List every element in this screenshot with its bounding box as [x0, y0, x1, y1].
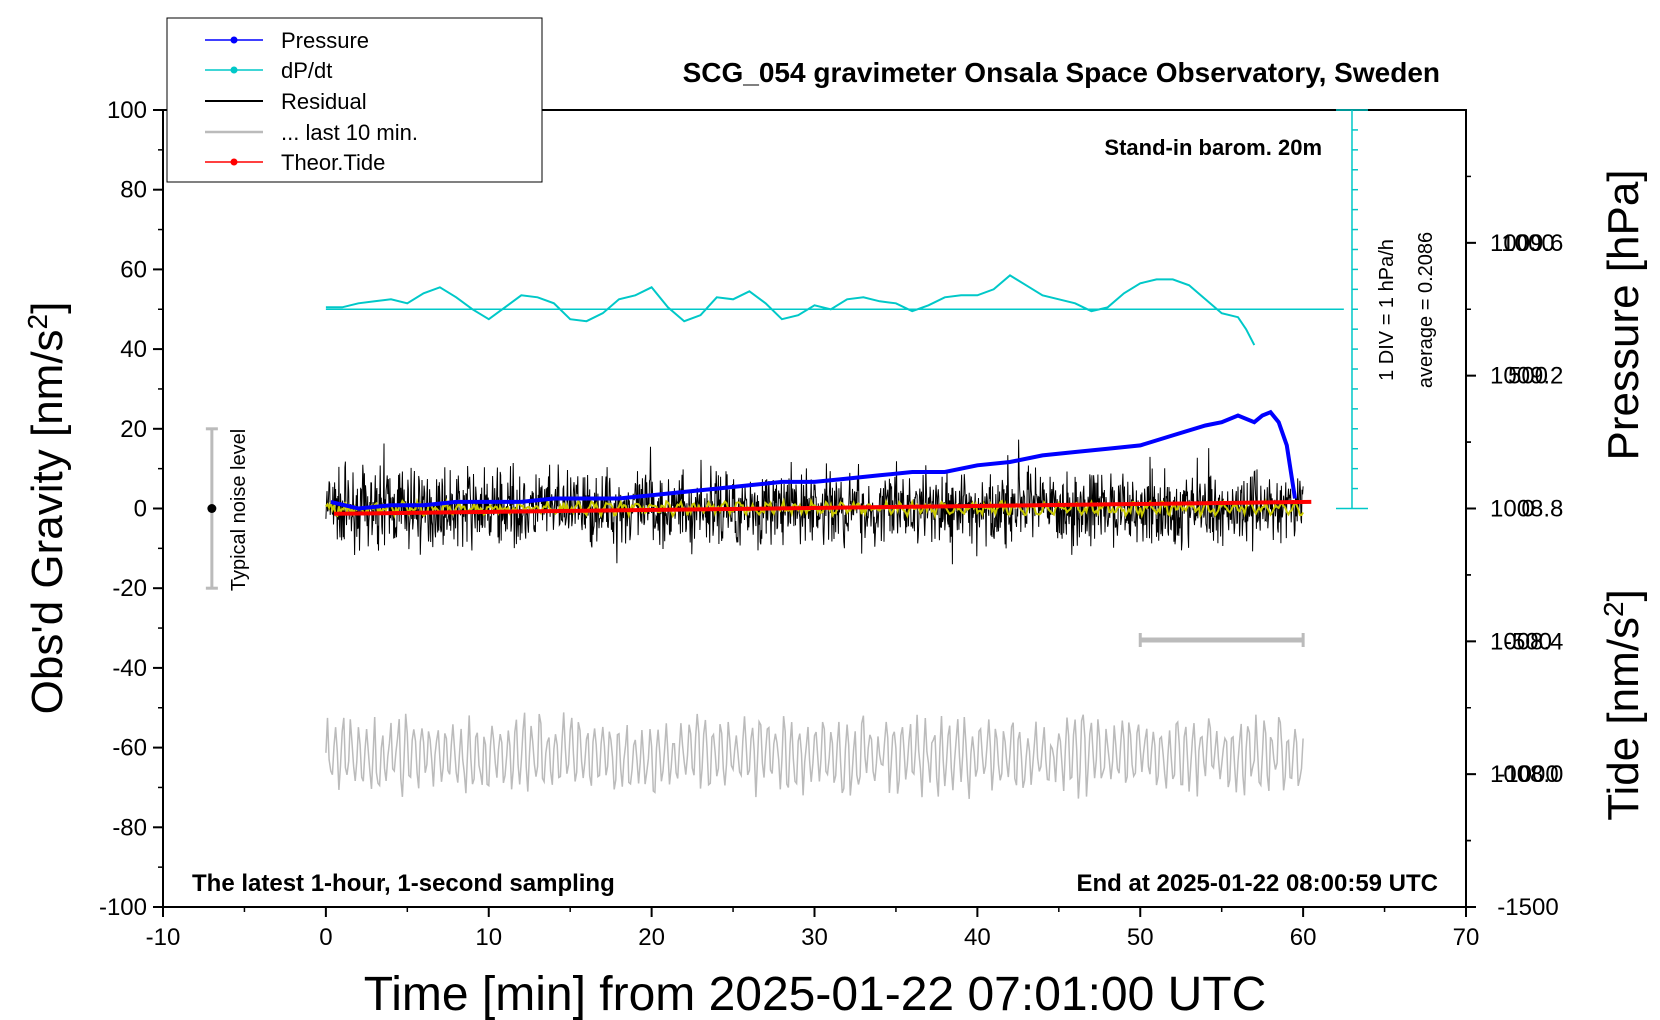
y-tick-label: 100 [107, 97, 147, 124]
x-tick-label: 50 [1127, 924, 1154, 951]
last-10-min-bracket [1138, 633, 1305, 648]
y-tick-label: -100 [99, 894, 147, 921]
legend-label-residual: Residual [281, 89, 367, 114]
tide-tick-label: 1000 [1501, 230, 1554, 257]
noise-bar-center [207, 504, 217, 513]
tide-tick-label: -1500 [1497, 894, 1558, 921]
tide-axis-label-sup: 2 [1598, 601, 1629, 617]
legend-label-last10: ... last 10 min. [281, 120, 418, 145]
y-axis-left: 100 80 60 40 20 0 -20 -40 -60 -80 -100 [99, 97, 163, 921]
legend-label-tide: Theor.Tide [281, 150, 385, 175]
tide-tick-label: 0 [1521, 496, 1534, 523]
y-axis-label-left: Obs'd Gravity [nm/s2] [22, 302, 73, 715]
x-axis: -10 0 10 20 30 40 50 60 70 [146, 907, 1480, 951]
tide-tick-label: 500 [1508, 363, 1548, 390]
legend: Pressure dP/dt Residual ... last 10 min.… [166, 17, 543, 183]
average-note: average = 0.2086 [1415, 232, 1437, 388]
end-note: End at 2025-01-22 08:00:59 UTC [1077, 870, 1439, 897]
legend-label-pressure: Pressure [281, 28, 369, 53]
y-tick-label: 60 [120, 256, 147, 283]
y-tick-label: -20 [112, 575, 147, 602]
pressure-tick-label: 1009.6 [1490, 230, 1563, 257]
noise-label: Typical noise level [228, 429, 250, 591]
dpdt-line [325, 274, 1256, 346]
y-tick-label: 40 [120, 336, 147, 363]
y-tick-label: 20 [120, 416, 147, 443]
pressure-tick-label: 1008.0 [1490, 761, 1563, 788]
pressure-tick-label: 1009.2 [1490, 363, 1563, 390]
x-axis-label: Time [min] from 2025-01-22 07:01:00 UTC [364, 968, 1267, 1020]
pressure-axis-label: Pressure [hPa] [1599, 169, 1648, 460]
y-tick-label: -40 [112, 655, 147, 682]
legend-marker-pressure [230, 36, 238, 44]
x-tick-label: 40 [964, 924, 991, 951]
pressure-line [330, 409, 1297, 511]
div-note: 1 DIV = 1 hPa/h [1376, 239, 1398, 381]
pressure-tick-label: 1008.4 [1490, 628, 1563, 655]
y-tick-label: 80 [120, 177, 147, 204]
dpdt-scale [1335, 109, 1368, 510]
x-tick-label: 70 [1453, 924, 1480, 951]
y-axis-label-left-sup: 2 [22, 314, 53, 330]
tide-axis-label-end: ] [1599, 589, 1648, 601]
x-tick-label: 60 [1290, 924, 1317, 951]
stand-in-note: Stand-in barom. 20m [1104, 135, 1322, 160]
tide-axis-label-text: Tide [nm/s [1599, 617, 1648, 821]
y-axis-label-left-end: ] [23, 302, 72, 314]
last-10-min-line [325, 712, 1304, 799]
pressure-tick-label: 1008.8 [1490, 496, 1563, 523]
x-tick-label: 20 [638, 924, 665, 951]
legend-label-dpdt: dP/dt [281, 58, 332, 83]
residual-line [325, 439, 1304, 565]
chart-title: SCG_054 gravimeter Onsala Space Observat… [683, 57, 1440, 88]
y-axis-label-left-text: Obs'd Gravity [nm/s [23, 329, 72, 714]
legend-marker-dpdt [230, 66, 238, 74]
x-tick-label: 0 [319, 924, 332, 951]
y-axis-tide: 1000 500 0 -500 -1000 -1500 [1466, 230, 1559, 921]
y-tick-label: -80 [112, 814, 147, 841]
y-tick-label: -60 [112, 735, 147, 762]
tide-tick-label: -1000 [1497, 761, 1558, 788]
y-tick-label: 0 [134, 496, 147, 523]
legend-marker-tide [230, 158, 238, 166]
residual-smoothed-line [325, 497, 1304, 520]
x-tick-label: 10 [475, 924, 502, 951]
x-tick-label: -10 [146, 924, 181, 951]
tide-axis-label: Tide [nm/s2] [1598, 589, 1649, 821]
x-tick-label: 30 [801, 924, 828, 951]
latest-note: The latest 1-hour, 1-second sampling [192, 870, 615, 897]
tide-tick-label: -500 [1504, 628, 1552, 655]
theor-tide-line [333, 499, 1312, 516]
